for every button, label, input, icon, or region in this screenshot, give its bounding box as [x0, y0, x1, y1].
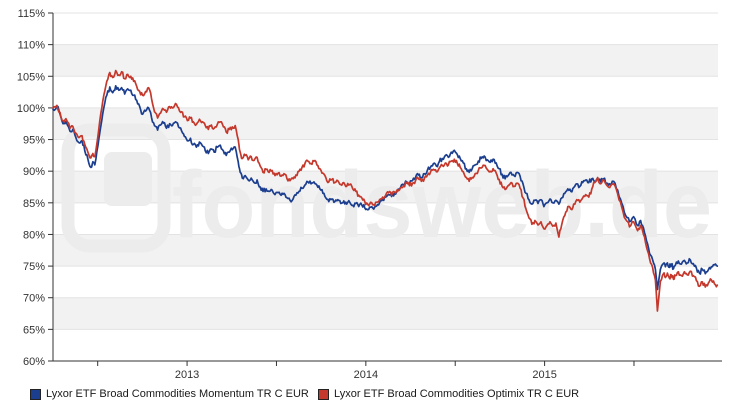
legend-item-momentum: Lyxor ETF Broad Commodities Momentum TR …: [30, 387, 309, 401]
y-tick-label: 85%: [23, 198, 45, 210]
plot-bands: [53, 44, 718, 330]
y-tick-label: 75%: [23, 261, 45, 273]
legend-label-momentum: Lyxor ETF Broad Commodities Momentum TR …: [46, 388, 309, 400]
y-tick-label: 105%: [17, 71, 45, 83]
y-tick-label: 80%: [23, 229, 45, 241]
momentum-color-swatch: [30, 388, 41, 400]
y-tick-label: 100%: [17, 103, 45, 115]
x-tick-label: 2014: [354, 369, 378, 381]
legend-label-optimix: Lyxor ETF Broad Commodities Optimix TR C…: [334, 388, 580, 400]
legend-item-optimix: Lyxor ETF Broad Commodities Optimix TR C…: [318, 387, 579, 401]
x-tick-label: 2013: [175, 369, 199, 381]
y-tick-label: 110%: [18, 40, 46, 52]
optimix-color-swatch: [318, 388, 329, 400]
y-tick-label: 70%: [23, 293, 45, 305]
series-optimix-line: [52, 69, 719, 312]
shaded-band: [53, 44, 718, 77]
y-tick-label: 90%: [23, 166, 45, 178]
y-tick-label: 60%: [23, 356, 45, 368]
y-tick-label: 95%: [23, 135, 45, 147]
x-axis: 2013 2014 2015: [97, 361, 635, 381]
y-axis: 115% 110% 105% 100% 95% 90% 85% 80% 75% 70% 65% 60%: [17, 8, 53, 368]
y-tick-label: 65%: [23, 324, 45, 336]
x-tick-label: 2015: [532, 369, 556, 381]
shaded-band: [53, 297, 718, 330]
watermark-text: fondsweb.de: [172, 152, 712, 258]
fondsweb-logo-icon: [61, 123, 171, 253]
y-tick-label: 115%: [18, 8, 46, 20]
chart-legend: Lyxor ETF Broad Commodities Momentum TR …: [0, 387, 737, 403]
fondsweb-logo-inner-square: [104, 152, 152, 206]
